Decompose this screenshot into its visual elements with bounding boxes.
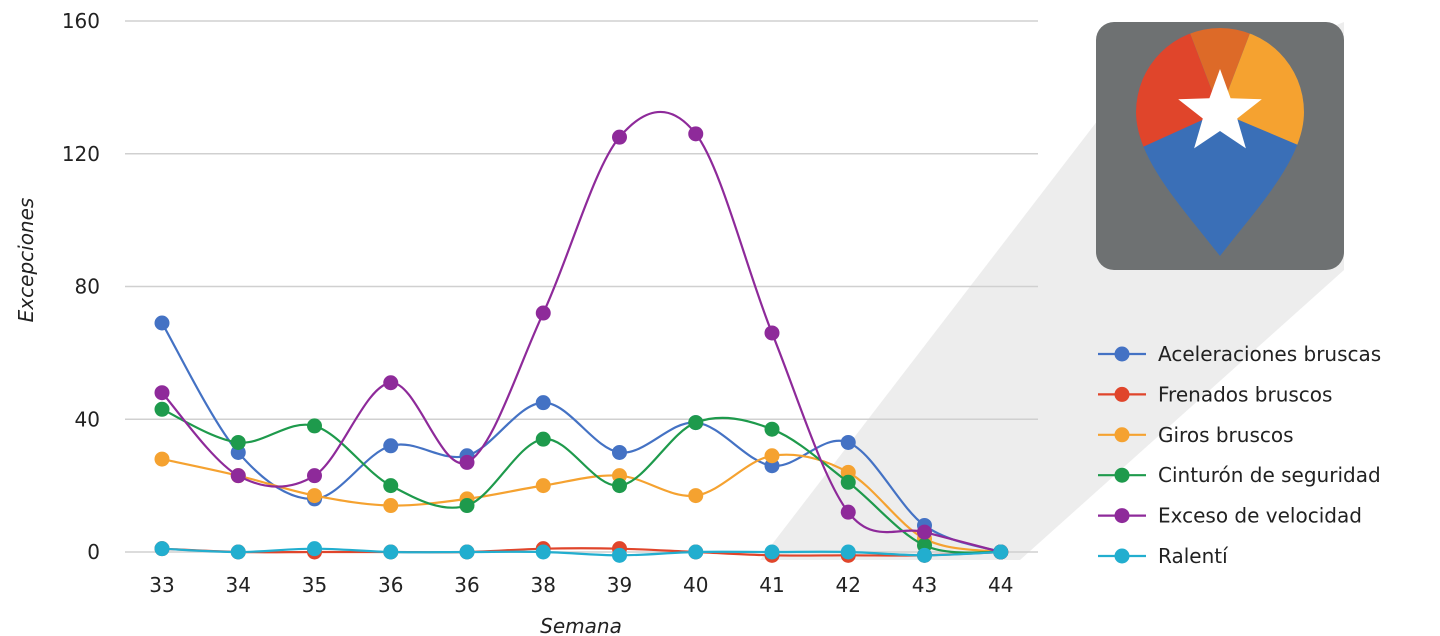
- data-point: [612, 478, 627, 494]
- data-point: [840, 544, 856, 560]
- star-icon: [1178, 69, 1262, 149]
- x-tick-label: 33: [149, 573, 174, 597]
- series-group: [154, 110, 1009, 563]
- x-tick-label: 41: [759, 573, 784, 597]
- legend-marker: [1114, 346, 1130, 362]
- y-tick-label: 40: [75, 407, 100, 431]
- data-point: [383, 375, 399, 391]
- data-point: [383, 478, 399, 494]
- legend-item: Giros bruscos: [1098, 423, 1294, 447]
- data-point: [383, 438, 399, 454]
- legend-item: Cinturón de seguridad: [1098, 463, 1381, 487]
- series-ralenti: [154, 541, 1009, 563]
- logo: [760, 22, 1344, 560]
- x-tick-label: 40: [683, 573, 708, 597]
- x-tick-label: 36: [378, 573, 403, 597]
- legend-label: Exceso de velocidad: [1158, 504, 1362, 528]
- data-point: [459, 498, 475, 514]
- legend: Aceleraciones bruscas Frenados bruscos Gir…: [1098, 342, 1381, 568]
- y-tick-label: 160: [62, 9, 100, 33]
- data-point: [459, 544, 475, 560]
- legend-marker: [1114, 386, 1130, 402]
- legend-label: Ralentí: [1158, 544, 1229, 568]
- x-tick-label: 42: [836, 573, 861, 597]
- data-point: [764, 421, 780, 437]
- x-tick-labels: 33 34 35 36 36 38 39 40 41 42 43 44: [149, 573, 1013, 597]
- data-point: [154, 541, 170, 557]
- x-tick-label: 39: [607, 573, 632, 597]
- data-point: [612, 547, 627, 563]
- legend-item: Frenados bruscos: [1098, 382, 1332, 406]
- legend-label: Frenados bruscos: [1158, 382, 1332, 406]
- x-tick-label: 35: [302, 573, 327, 597]
- data-point: [154, 451, 170, 467]
- data-point: [535, 431, 551, 447]
- data-point: [154, 401, 170, 417]
- x-tick-label: 44: [988, 573, 1013, 597]
- data-point: [840, 434, 856, 450]
- y-tick-label: 80: [75, 275, 100, 299]
- data-point: [307, 488, 322, 504]
- data-point: [612, 129, 627, 145]
- legend-label: Aceleraciones bruscas: [1158, 342, 1381, 366]
- data-point: [459, 454, 475, 470]
- legend-marker: [1114, 508, 1130, 524]
- data-point: [307, 541, 322, 557]
- data-point: [688, 544, 704, 560]
- data-point: [307, 468, 322, 484]
- data-point: [764, 544, 780, 560]
- data-point: [993, 544, 1009, 560]
- data-point: [688, 488, 704, 504]
- x-tick-label: 36: [454, 573, 479, 597]
- data-point: [154, 315, 170, 331]
- data-point: [383, 498, 399, 514]
- data-point: [535, 478, 551, 494]
- data-point: [917, 547, 932, 563]
- legend-item: Exceso de velocidad: [1098, 504, 1362, 528]
- data-point: [535, 544, 551, 560]
- data-point: [764, 325, 780, 341]
- x-tick-label: 43: [912, 573, 937, 597]
- y-tick-label: 0: [87, 540, 100, 564]
- data-point: [840, 504, 856, 520]
- data-point: [535, 395, 551, 411]
- y-tick-label: 120: [62, 142, 100, 166]
- data-point: [917, 524, 932, 540]
- data-point: [307, 418, 322, 434]
- legend-item: Aceleraciones bruscas: [1098, 342, 1381, 366]
- data-point: [612, 444, 627, 460]
- legend-label: Cinturón de seguridad: [1158, 463, 1381, 487]
- legend-marker: [1114, 548, 1130, 564]
- legend-marker: [1114, 467, 1130, 483]
- data-point: [230, 434, 246, 450]
- y-tick-labels: 0 40 80 120 160: [62, 9, 100, 564]
- data-point: [764, 448, 780, 464]
- data-point: [230, 544, 246, 560]
- x-tick-label: 38: [531, 573, 556, 597]
- y-axis-title: Excepciones: [14, 198, 38, 323]
- data-point: [688, 126, 704, 142]
- legend-marker: [1114, 427, 1130, 443]
- data-point: [840, 474, 856, 490]
- x-axis-title: Semana: [540, 614, 622, 636]
- legend-item: Ralentí: [1098, 544, 1229, 568]
- data-point: [688, 415, 704, 431]
- x-tick-label: 34: [226, 573, 251, 597]
- legend-label: Giros bruscos: [1158, 423, 1294, 447]
- data-point: [383, 544, 399, 560]
- data-point: [535, 305, 551, 321]
- data-point: [230, 468, 246, 484]
- data-point: [154, 385, 170, 401]
